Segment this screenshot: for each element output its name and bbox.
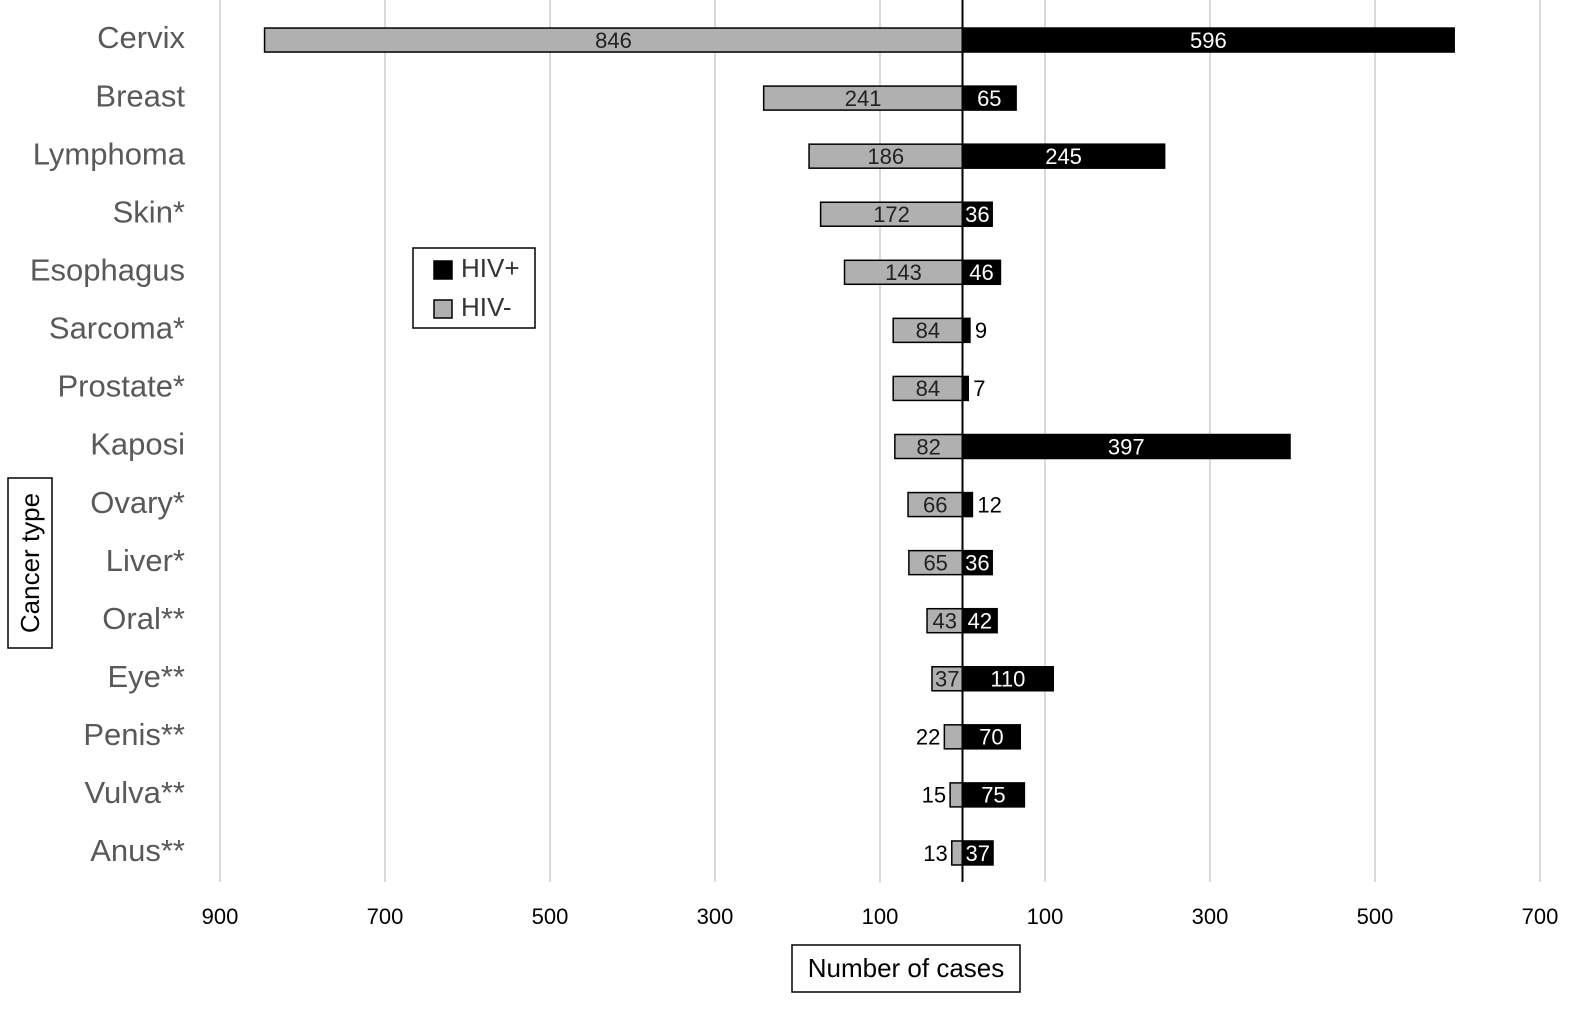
legend-label: HIV+ bbox=[461, 253, 520, 283]
bar bbox=[961, 666, 1054, 692]
legend-label: HIV- bbox=[461, 292, 512, 322]
category-label: Esophagus bbox=[30, 252, 185, 287]
data-label: 46 bbox=[969, 260, 993, 285]
data-label: 397 bbox=[1108, 434, 1145, 459]
bar bbox=[961, 317, 971, 344]
data-label: 245 bbox=[1045, 144, 1082, 169]
y-title-box bbox=[7, 477, 53, 649]
x-tick-label: 100 bbox=[862, 904, 899, 929]
legend-swatch bbox=[433, 299, 453, 319]
data-label: 143 bbox=[885, 260, 922, 285]
bar bbox=[819, 201, 964, 227]
data-label: 22 bbox=[916, 725, 940, 750]
x-tick-label: 900 bbox=[202, 904, 239, 929]
category-label: Oral** bbox=[102, 601, 185, 636]
data-label: 12 bbox=[977, 492, 1001, 517]
bar bbox=[943, 724, 964, 750]
x-tick-label: 700 bbox=[367, 904, 404, 929]
data-label: 43 bbox=[933, 609, 957, 634]
bar bbox=[961, 85, 1017, 111]
x-tick-label: 700 bbox=[1522, 904, 1559, 929]
data-label: 75 bbox=[981, 783, 1005, 808]
bar bbox=[961, 143, 1166, 169]
data-label: 66 bbox=[923, 492, 947, 517]
bar bbox=[951, 840, 964, 866]
data-label: 36 bbox=[965, 202, 989, 227]
data-label: 84 bbox=[916, 318, 940, 343]
category-label: Prostate* bbox=[57, 369, 185, 404]
data-label: 37 bbox=[935, 667, 959, 692]
data-label: 7 bbox=[973, 376, 985, 401]
x-tick-label: 100 bbox=[1027, 904, 1064, 929]
data-label: 70 bbox=[979, 725, 1003, 750]
data-label: 110 bbox=[990, 667, 1025, 692]
data-label: 186 bbox=[867, 144, 904, 169]
bar bbox=[961, 27, 1455, 53]
category-label: Vulva** bbox=[84, 775, 185, 810]
bar bbox=[961, 201, 993, 227]
bar bbox=[931, 666, 964, 692]
category-label: Ovary* bbox=[90, 485, 185, 520]
bar bbox=[762, 85, 964, 111]
bar bbox=[961, 782, 1026, 808]
grid bbox=[219, 0, 1541, 882]
data-label: 241 bbox=[845, 86, 882, 111]
bar bbox=[843, 259, 964, 286]
bar bbox=[808, 143, 964, 169]
category-label: Penis** bbox=[83, 717, 185, 752]
category-label: Liver* bbox=[106, 543, 185, 578]
data-label: 596 bbox=[1190, 28, 1227, 53]
category-label: Eye** bbox=[107, 659, 185, 694]
data-label: 65 bbox=[977, 86, 1001, 111]
bar bbox=[949, 782, 964, 808]
x-tick-label: 500 bbox=[532, 904, 569, 929]
x-tick-label: 300 bbox=[697, 904, 734, 929]
category-label: Breast bbox=[95, 78, 185, 113]
category-label: Skin* bbox=[113, 194, 185, 229]
y-axis-title: Cancer type bbox=[15, 493, 45, 633]
data-label: 13 bbox=[923, 841, 947, 866]
category-label: Kaposi bbox=[90, 427, 185, 462]
legend-swatch bbox=[433, 260, 453, 280]
data-label: 82 bbox=[916, 434, 940, 459]
data-label: 9 bbox=[975, 318, 987, 343]
data-label: 42 bbox=[968, 609, 992, 634]
category-label: Cervix bbox=[97, 20, 185, 55]
bar bbox=[961, 724, 1021, 750]
x-tick-label: 500 bbox=[1357, 904, 1394, 929]
data-label: 36 bbox=[965, 550, 989, 575]
bar bbox=[926, 607, 964, 634]
data-label: 84 bbox=[916, 376, 940, 401]
bar bbox=[908, 549, 964, 576]
bar bbox=[263, 27, 964, 53]
bar bbox=[961, 433, 1291, 460]
data-label: 65 bbox=[923, 550, 947, 575]
bar bbox=[892, 375, 964, 402]
x-tick-label: 300 bbox=[1192, 904, 1229, 929]
bar bbox=[961, 491, 974, 518]
data-label: 172 bbox=[873, 202, 910, 227]
category-label: Anus** bbox=[90, 833, 185, 868]
category-label: Lymphoma bbox=[33, 136, 186, 171]
category-label: Sarcoma* bbox=[49, 311, 185, 346]
bar bbox=[907, 491, 964, 518]
data-label: 846 bbox=[595, 28, 632, 53]
x-axis-title: Number of cases bbox=[808, 953, 1005, 983]
data-label: 37 bbox=[966, 841, 990, 866]
data-label: 15 bbox=[922, 783, 946, 808]
x-title-box bbox=[791, 944, 1021, 993]
